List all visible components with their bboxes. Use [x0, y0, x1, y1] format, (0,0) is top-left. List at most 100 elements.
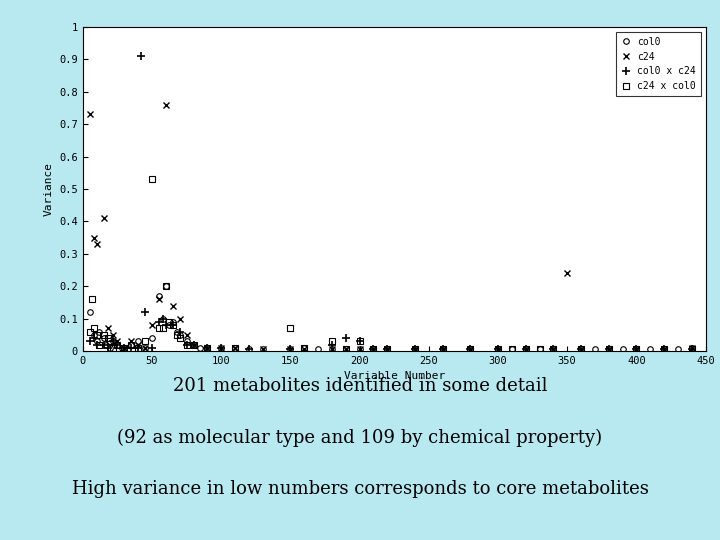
c24	[258, 346, 267, 353]
col0 x c24	[158, 315, 167, 322]
c24	[604, 346, 613, 353]
c24 x col0	[182, 341, 191, 348]
col0 x c24	[104, 345, 112, 351]
c24	[141, 345, 150, 351]
c24 x col0	[230, 345, 239, 351]
col0	[86, 309, 94, 315]
c24 x col0	[508, 346, 516, 353]
col0 x c24	[577, 346, 585, 353]
col0	[674, 346, 683, 353]
Text: 201 metabolites identified in some detail: 201 metabolites identified in some detai…	[173, 377, 547, 395]
c24 x col0	[141, 338, 150, 345]
c24 x col0	[92, 332, 101, 338]
col0 x c24	[168, 322, 177, 328]
c24 x col0	[355, 338, 364, 345]
c24 x col0	[173, 332, 181, 338]
col0 x c24	[155, 319, 163, 325]
c24 x col0	[104, 335, 112, 341]
c24	[99, 215, 108, 221]
c24 x col0	[189, 341, 198, 348]
c24	[632, 346, 641, 353]
c24 x col0	[106, 338, 114, 345]
c24	[438, 346, 447, 353]
c24 x col0	[176, 335, 184, 341]
c24 x col0	[161, 283, 170, 289]
col0 x c24	[688, 346, 696, 353]
col0	[245, 346, 253, 353]
c24	[104, 325, 112, 332]
c24	[89, 234, 98, 241]
c24	[230, 345, 239, 351]
c24 x col0	[660, 346, 668, 353]
Text: (92 as molecular type and 109 by chemical property): (92 as molecular type and 109 by chemica…	[117, 428, 603, 447]
c24	[494, 346, 503, 353]
col0 x c24	[182, 341, 191, 348]
c24	[120, 345, 129, 351]
c24	[203, 345, 212, 351]
c24 x col0	[203, 345, 212, 351]
col0 x c24	[383, 346, 392, 353]
col0 x c24	[161, 322, 170, 328]
c24	[155, 296, 163, 302]
col0	[141, 345, 150, 351]
col0	[632, 346, 641, 353]
col0 x c24	[410, 346, 419, 353]
c24 x col0	[109, 345, 117, 351]
c24 x col0	[521, 346, 530, 353]
col0 x c24	[99, 341, 108, 348]
c24	[148, 322, 156, 328]
c24 x col0	[688, 346, 696, 353]
c24	[521, 346, 530, 353]
X-axis label: Variable Number: Variable Number	[343, 372, 445, 381]
c24 x col0	[410, 346, 419, 353]
col0 x c24	[148, 345, 156, 351]
Line: col0: col0	[87, 284, 695, 352]
Text: High variance in low numbers corresponds to core metabolites: High variance in low numbers corresponds…	[71, 480, 649, 498]
col0 x c24	[355, 338, 364, 345]
c24 x col0	[286, 325, 294, 332]
col0 x c24	[521, 346, 530, 353]
c24	[328, 346, 336, 353]
c24 x col0	[127, 341, 135, 348]
c24	[92, 241, 101, 247]
c24	[109, 332, 117, 338]
c24 x col0	[549, 346, 558, 353]
c24	[86, 111, 94, 118]
c24	[113, 338, 122, 345]
c24 x col0	[494, 346, 503, 353]
c24 x col0	[632, 346, 641, 353]
col0 x c24	[494, 346, 503, 353]
c24 x col0	[89, 325, 98, 332]
col0 x c24	[89, 335, 98, 341]
col0	[176, 332, 184, 338]
c24 x col0	[95, 341, 104, 348]
c24	[300, 346, 309, 353]
col0 x c24	[86, 338, 94, 345]
c24	[189, 341, 198, 348]
col0 x c24	[189, 341, 198, 348]
col0 x c24	[141, 309, 150, 315]
col0 x c24	[92, 341, 101, 348]
c24	[383, 346, 392, 353]
col0 x c24	[109, 338, 117, 345]
c24	[134, 341, 143, 348]
col0 x c24	[604, 346, 613, 353]
c24	[466, 346, 474, 353]
col0 x c24	[369, 346, 378, 353]
c24 x col0	[113, 341, 122, 348]
col0	[688, 345, 696, 351]
c24 x col0	[158, 325, 167, 332]
col0 x c24	[137, 53, 145, 59]
c24 x col0	[148, 176, 156, 183]
c24	[563, 270, 572, 276]
c24	[660, 346, 668, 353]
c24 x col0	[466, 346, 474, 353]
Y-axis label: Variance: Variance	[44, 162, 53, 216]
c24	[217, 345, 225, 351]
c24	[549, 346, 558, 353]
col0 x c24	[660, 346, 668, 353]
c24 x col0	[328, 338, 336, 345]
c24 x col0	[99, 332, 108, 338]
c24 x col0	[120, 345, 129, 351]
c24	[369, 346, 378, 353]
